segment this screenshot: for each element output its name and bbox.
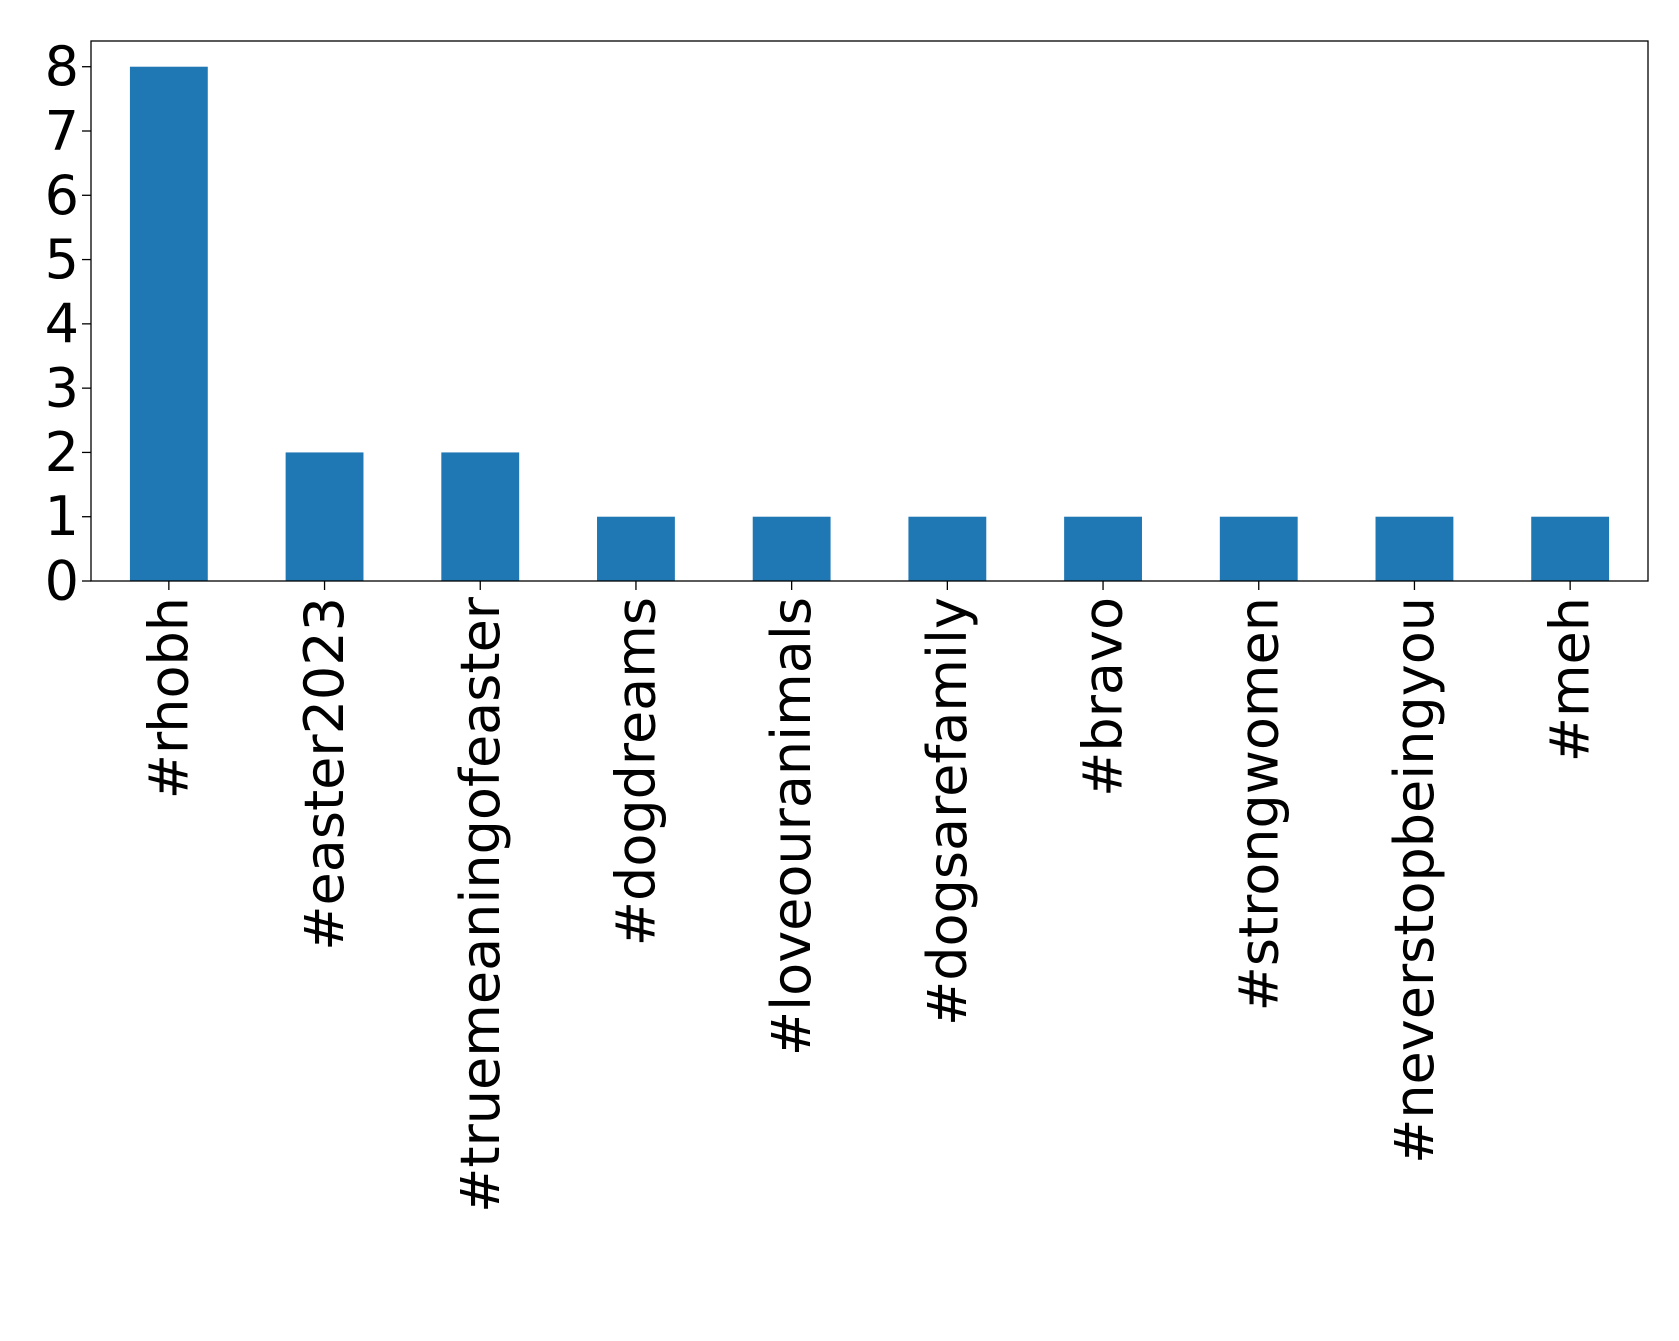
x-tick-label: #rhobh	[137, 597, 200, 799]
bar	[285, 452, 364, 581]
bar	[441, 452, 520, 581]
y-tick-label: 7	[45, 100, 79, 163]
bar	[129, 66, 208, 581]
bar	[1219, 516, 1298, 581]
y-tick-label: 0	[45, 550, 79, 613]
x-tick-label: #dogsarefamily	[916, 597, 979, 1026]
x-tick-label: #easter2023	[293, 597, 356, 951]
x-tick-label: #neverstopbeingyou	[1383, 597, 1446, 1164]
bar	[908, 516, 987, 581]
bar	[1375, 516, 1454, 581]
y-tick-label: 2	[45, 421, 79, 484]
bar	[1531, 516, 1610, 581]
bar	[1064, 516, 1142, 581]
y-tick-label: 5	[45, 228, 79, 291]
plot-frame	[90, 40, 1649, 582]
x-tick-label: #strongwomen	[1227, 597, 1290, 1011]
y-tick-label: 6	[45, 164, 79, 227]
x-tick-label: #dogdreams	[604, 597, 667, 946]
x-tick-label: #loveouranimals	[760, 597, 823, 1056]
bar	[752, 516, 831, 581]
x-tick-label: #bravo	[1072, 597, 1135, 797]
x-tick-label: #truemeaningofeaster	[449, 596, 512, 1213]
y-tick-label: 3	[45, 357, 79, 420]
y-tick-label: 4	[45, 292, 79, 355]
x-tick-label: #meh	[1539, 597, 1602, 762]
y-tick-label: 1	[45, 485, 79, 548]
y-tick-label: 8	[45, 35, 79, 98]
bar	[597, 516, 675, 581]
